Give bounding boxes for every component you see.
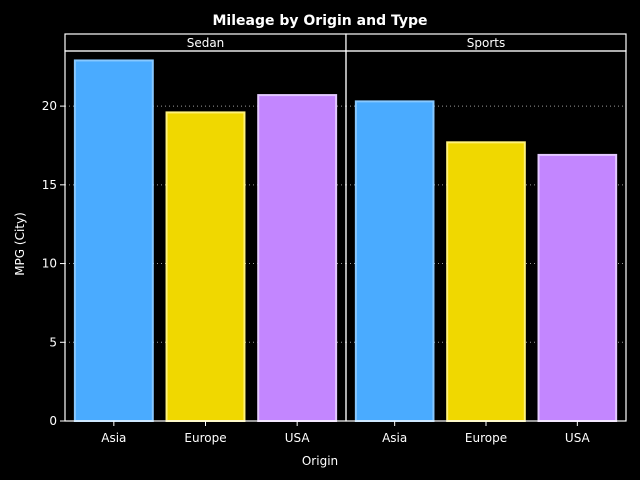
panels: Sedan Asia Europe USA Sports Asia Europe USA — [64, 33, 627, 445]
y-axis: 0 5 10 15 20 — [42, 99, 65, 428]
x-tick-label: Europe — [184, 431, 226, 445]
bar-sedan-asia — [73, 59, 154, 422]
panel-frame — [345, 50, 627, 422]
bar-sedan-usa — [257, 94, 338, 422]
y-axis-label: MPG (City) — [13, 212, 27, 276]
y-tick-label: 15 — [42, 178, 57, 192]
y-tick-label: 10 — [42, 257, 57, 271]
panel-label: Sports — [467, 36, 505, 50]
x-tick-label: Europe — [465, 431, 507, 445]
bar-sedan-europe — [165, 111, 246, 422]
y-tick-label: 20 — [42, 99, 57, 113]
panel-sedan: Sedan Asia Europe USA — [64, 33, 347, 445]
bar-sports-usa — [537, 153, 618, 422]
x-tick-label: Asia — [382, 431, 407, 445]
x-tick-label: Asia — [101, 431, 126, 445]
x-axis-label: Origin — [302, 454, 338, 468]
bar-sports-asia — [354, 100, 435, 423]
y-tick-label: 5 — [49, 335, 57, 349]
panel-label: Sedan — [187, 36, 225, 50]
x-tick-label: USA — [565, 431, 591, 445]
chart-title: Mileage by Origin and Type — [213, 13, 428, 29]
bar-sports-europe — [446, 141, 526, 422]
panel-sports: Sports Asia Europe USA — [345, 33, 627, 445]
x-tick-label: USA — [285, 431, 311, 445]
y-tick-label: 0 — [49, 414, 57, 428]
